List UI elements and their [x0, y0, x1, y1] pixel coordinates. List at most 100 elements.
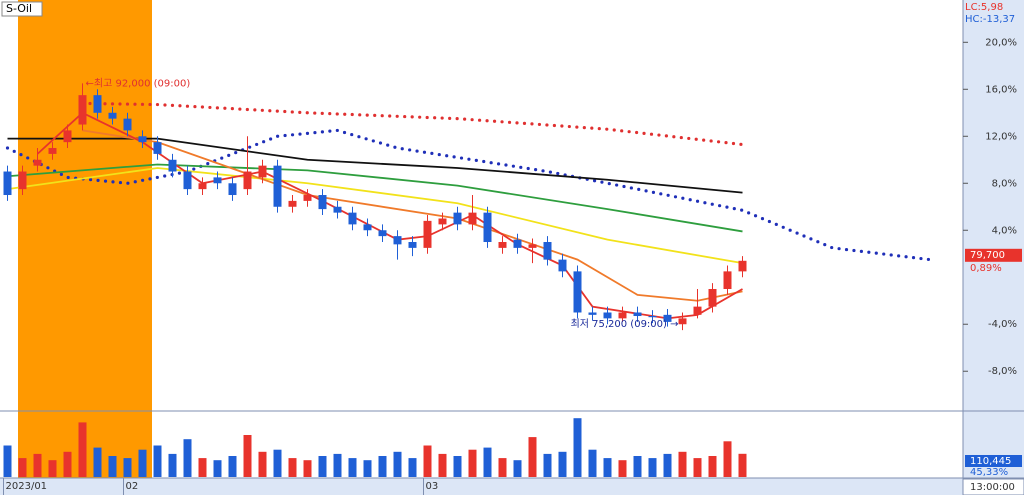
line-series [7, 163, 743, 233]
volume-bar [348, 458, 357, 477]
candle-body [468, 212, 477, 225]
y-tick-label: 4,0% [992, 225, 1017, 236]
candle-body [738, 260, 747, 272]
candle-body [93, 95, 102, 113]
candle-body [183, 171, 192, 190]
volume-bar [468, 449, 477, 477]
y-tick-label: 8,0% [992, 178, 1017, 189]
candle-body [438, 218, 447, 225]
candle-body [663, 314, 672, 322]
candle-body [3, 171, 12, 196]
volume-bar [588, 449, 597, 477]
candle-body [288, 200, 297, 207]
candle-body [543, 242, 552, 260]
candle-body [693, 306, 702, 315]
candle-body [228, 183, 237, 196]
volume-bar [723, 441, 732, 477]
y-tick-label: 16,0% [985, 84, 1017, 95]
candle-body [573, 271, 582, 313]
volume-bar [243, 435, 252, 477]
candle-body [33, 159, 42, 166]
volume-bar [543, 453, 552, 477]
last-price: 79,700 [970, 250, 1005, 261]
candle-body [123, 118, 132, 131]
line-series [7, 167, 743, 265]
volume-bar [33, 453, 42, 477]
candle-body [153, 142, 162, 154]
volume-bar [333, 453, 342, 477]
volume-bar [558, 451, 567, 477]
candle-body [558, 259, 567, 272]
volume-bar [483, 447, 492, 477]
cursor-time: 13:00:00 [970, 482, 1015, 493]
volume-bar [153, 445, 162, 477]
volume-bar [123, 458, 132, 477]
volume-bar [63, 451, 72, 477]
time-axis [0, 478, 1024, 495]
volume-bar [498, 458, 507, 477]
volume-bar [618, 460, 627, 477]
stat-label: HC:-13,37 [965, 14, 1015, 25]
candle-body [318, 195, 327, 210]
volume-bar [648, 458, 657, 477]
candle-body [18, 171, 27, 190]
candle-body [618, 312, 627, 319]
volume-bar [273, 449, 282, 477]
candle-body [498, 242, 507, 248]
axis-panel [963, 0, 1024, 495]
title-box [1, 1, 43, 17]
volume-ratio: 45,33% [970, 467, 1008, 478]
candle-body [603, 312, 612, 319]
volume-bar [513, 460, 522, 477]
volume-bar [573, 418, 582, 477]
volume-bar [708, 456, 717, 477]
volume-bar [438, 453, 447, 477]
x-tick-label: 2023/01 [6, 481, 48, 492]
volume-bar [528, 437, 537, 477]
volume-bar [78, 422, 87, 477]
candle-body [378, 230, 387, 237]
candle-body [213, 177, 222, 184]
candle-body [588, 312, 597, 315]
candle-body [363, 224, 372, 231]
candle-body [723, 271, 732, 289]
candle-body [168, 159, 177, 172]
candle-body [708, 288, 717, 307]
volume-bar [288, 458, 297, 477]
volume-bar [183, 439, 192, 477]
annotation: 최저 75,200 (09:00) → [571, 318, 679, 330]
volume-bar [18, 458, 27, 477]
candle-body [408, 242, 417, 248]
candle-body [63, 130, 72, 143]
candle-body [138, 136, 147, 143]
candle-body [678, 318, 687, 325]
volume-bar [693, 458, 702, 477]
volume-bar [168, 453, 177, 477]
candle-body [453, 212, 462, 225]
candle-body [78, 95, 87, 125]
candle-body [528, 244, 537, 248]
line-series [5, 128, 932, 262]
y-tick-label: 20,0% [985, 37, 1017, 48]
candle-body [513, 239, 522, 248]
volume-bar [3, 445, 12, 477]
volume-bar [48, 460, 57, 477]
selection-highlight [18, 0, 152, 478]
y-tick-label: -8,0% [988, 366, 1017, 377]
candle-body [243, 171, 252, 190]
candle-body [348, 212, 357, 225]
volume-bar [663, 453, 672, 477]
x-tick-label: 02 [126, 481, 139, 492]
candle-body [198, 183, 207, 190]
volume-bar [108, 456, 117, 477]
candle-body [393, 236, 402, 245]
volume-bar [408, 458, 417, 477]
annotation: ←최고 92,000 (09:00) [86, 77, 191, 89]
volume-bar [633, 456, 642, 477]
line-series [80, 101, 745, 147]
volume-bar [393, 451, 402, 477]
candle-body [423, 220, 432, 248]
volume-box [965, 455, 1022, 467]
last-change: 0,89% [970, 263, 1002, 274]
